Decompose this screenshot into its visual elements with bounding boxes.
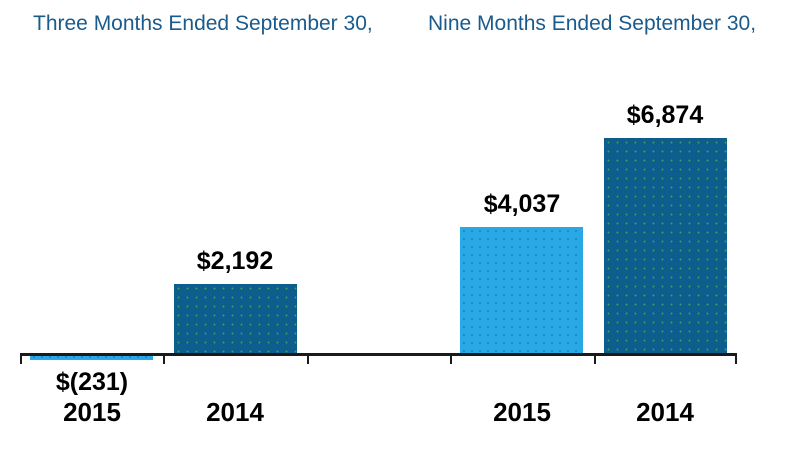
value-label: $6,874 [626,101,704,129]
category-label: 2015 [63,397,121,427]
group-title-three-months: Three Months Ended September 30, [33,12,373,35]
group-title-nine-months: Nine Months Ended September 30, [428,12,757,35]
bar-group2-2014 [604,138,727,353]
bar-group1-2015 [30,353,153,360]
axis-tick [20,353,22,364]
x-axis-line [20,353,737,356]
axis-tick [450,353,452,364]
axis-tick [307,353,309,364]
category-label: 2014 [636,397,694,427]
value-label: $(231) [55,368,129,396]
category-label: 2015 [493,397,551,427]
axis-tick [163,353,165,364]
value-label: $4,037 [483,190,561,218]
axis-tick [594,353,596,364]
category-label: 2014 [206,397,264,427]
bar-group2-2015 [460,227,583,353]
value-label: $2,192 [196,247,274,275]
bar-group1-2014 [174,284,297,353]
axis-tick [735,353,737,364]
